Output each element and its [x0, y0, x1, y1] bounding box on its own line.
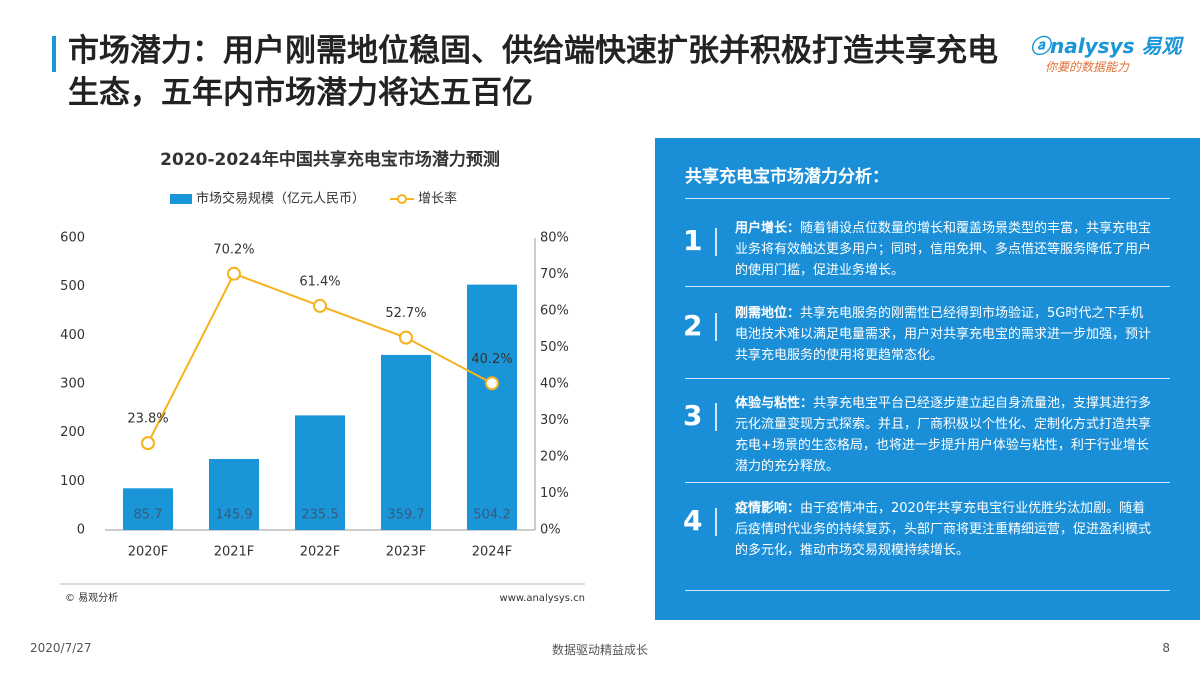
source: © 易观分析: [65, 591, 118, 604]
x-tick-label: 2022F: [300, 545, 341, 560]
logo-cn: 易观: [1141, 34, 1182, 58]
line-point: [227, 266, 241, 281]
y-tick-label: 0: [77, 523, 85, 538]
x-tick-label: 2023F: [386, 545, 427, 560]
line-value-label: 23.8%: [127, 412, 168, 427]
legend-swatch: [397, 194, 408, 204]
logo: ⓐnalysys 易观: [1030, 34, 1182, 58]
item-divider: [715, 403, 717, 431]
item-body: 由于疫情冲击，2020年共享充电宝行业优胜劣汰加剧。随着后疫情时代业务的持续复苏…: [735, 501, 1152, 558]
analysis-panel: 共享充电宝市场潜力分析： 1 用户增长：随着铺设点位数量的增长和覆盖场景类型的丰富…: [655, 138, 1200, 620]
item-text: 刚需地位：共享充电服务的刚需性已经得到市场验证，5G时代之下手机电池技术难以满足…: [735, 303, 1155, 366]
item-heading: 刚需地位：: [735, 306, 801, 321]
separator: [685, 198, 1170, 199]
y2-tick-label: 0%: [540, 523, 561, 538]
line-value-label: 61.4%: [299, 274, 340, 289]
y2-tick-label: 10%: [540, 486, 569, 501]
item-body: 共享充电宝平台已经逐步建立起自身流量池，支撑其进行多元化流量变现方式探索。并且，…: [735, 396, 1152, 474]
item-body: 共享充电服务的刚需性已经得到市场验证，5G时代之下手机电池技术难以满足电量需求，…: [735, 306, 1152, 363]
line-value-label: 70.2%: [213, 242, 254, 257]
item-heading: 体验与粘性：: [735, 396, 814, 411]
line-point: [485, 376, 499, 391]
bar: [209, 458, 259, 530]
y-tick-label: 100: [60, 474, 85, 489]
item-divider: [715, 313, 717, 341]
bar-value-label: 235.5: [301, 508, 338, 523]
item-body: 随着铺设点位数量的增长和覆盖场景类型的丰富，共享充电宝业务将有效触达更多用户；同…: [735, 221, 1152, 278]
line-value-label: 52.7%: [385, 306, 426, 321]
item-text: 体验与粘性：共享充电宝平台已经逐步建立起自身流量池，支撑其进行多元化流量变现方式…: [735, 393, 1155, 477]
y2-tick-label: 40%: [540, 377, 569, 392]
title-accent: [52, 36, 56, 72]
bar-value-label: 504.2: [473, 508, 510, 523]
bar: [123, 488, 173, 530]
footer-date: 2020/7/27: [30, 641, 92, 655]
slide-title: 市场潜力：用户刚需地位稳固、供给端快速扩张并积极打造共享充电生态，五年内市场潜力…: [68, 33, 998, 111]
legend-label: 市场交易规模（亿元人民币）: [196, 191, 365, 207]
item-divider: [715, 508, 717, 536]
y-tick-label: 200: [60, 425, 85, 440]
separator: [685, 286, 1170, 287]
bar: [467, 284, 517, 530]
item-heading: 疫情影响：: [735, 501, 801, 516]
line-point: [399, 330, 413, 345]
item-heading: 用户增长：: [735, 221, 801, 236]
y-tick-label: 600: [60, 231, 85, 246]
line-point: [141, 436, 155, 451]
legend-label: 增长率: [418, 191, 457, 207]
logo-slogan: 你要的数据能力: [1045, 60, 1130, 74]
bar-value-label: 85.7: [134, 508, 163, 523]
logo-name: nalysys: [1050, 34, 1135, 58]
y-tick-label: 300: [60, 377, 85, 392]
separator: [685, 482, 1170, 483]
y-tick-label: 500: [60, 279, 85, 294]
y2-tick-label: 60%: [540, 304, 569, 319]
page-number: 8: [1162, 641, 1170, 655]
legend-swatch: [170, 194, 192, 204]
item-number: 3: [683, 399, 703, 432]
separator: [685, 378, 1170, 379]
item-divider: [715, 228, 717, 256]
line-value-label: 40.2%: [471, 352, 512, 367]
item-number: 4: [683, 504, 703, 537]
chart-title: 2020-2024年中国共享充电宝市场潜力预测: [160, 149, 500, 170]
footer-slogan: 数据驱动精益成长: [551, 643, 648, 657]
bar-value-label: 359.7: [387, 508, 424, 523]
y-tick-label: 400: [60, 328, 85, 343]
y2-tick-label: 80%: [540, 231, 569, 246]
bar-value-label: 145.9: [215, 508, 252, 523]
x-tick-label: 2024F: [472, 545, 513, 560]
chart: 2020-2024年中国共享充电宝市场潜力预测 © 易观分析 www.analy…: [60, 149, 585, 604]
item-text: 用户增长：随着铺设点位数量的增长和覆盖场景类型的丰富，共享充电宝业务将有效触达更…: [735, 218, 1155, 281]
bar: [295, 415, 345, 530]
x-tick-label: 2020F: [128, 545, 169, 560]
panel-title: 共享充电宝市场潜力分析：: [685, 167, 889, 187]
x-tick-label: 2021F: [214, 545, 255, 560]
item-number: 2: [683, 309, 703, 342]
y2-tick-label: 50%: [540, 340, 569, 355]
y2-tick-label: 20%: [540, 450, 569, 465]
separator: [685, 590, 1170, 591]
y2-tick-label: 30%: [540, 413, 569, 428]
website: www.analysys.cn: [500, 593, 585, 604]
bar: [381, 354, 431, 530]
item-number: 1: [683, 224, 703, 257]
line-point: [313, 298, 327, 313]
item-text: 疫情影响：由于疫情冲击，2020年共享充电宝行业优胜劣汰加剧。随着后疫情时代业务…: [735, 498, 1155, 561]
y2-tick-label: 70%: [540, 267, 569, 282]
